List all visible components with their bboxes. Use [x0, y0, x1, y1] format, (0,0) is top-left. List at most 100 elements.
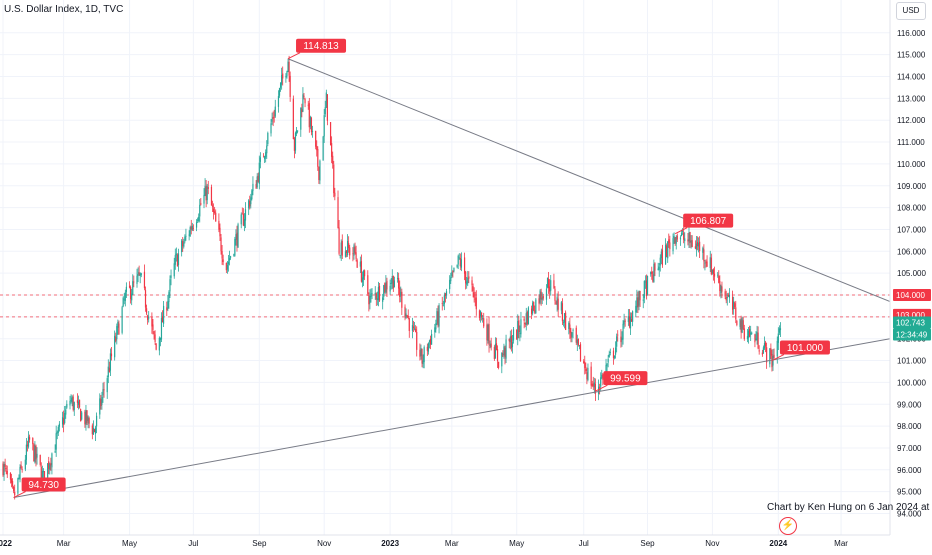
candle-body [555, 302, 557, 304]
trendline-lower[interactable] [13, 338, 891, 499]
candle-body [182, 241, 184, 247]
candle-body [25, 444, 27, 460]
y-tick-label: 100.000 [897, 378, 926, 387]
candle-body [572, 329, 574, 331]
candle-body [9, 473, 12, 480]
x-tick-label: Jul [188, 539, 198, 548]
candle-body [703, 249, 705, 262]
candle-body [48, 461, 50, 469]
candle-body [650, 272, 652, 275]
candle-body [340, 242, 342, 255]
candle-body [110, 353, 113, 357]
candle-body [587, 368, 589, 381]
price-label-box[interactable] [296, 38, 347, 53]
label-pointer [771, 354, 785, 361]
candle-body [428, 340, 431, 343]
candle-body [271, 119, 273, 122]
candle-body [396, 278, 399, 279]
candle-body [28, 437, 31, 440]
x-tick-label: May [509, 539, 524, 548]
y-tick-label: 113.000 [897, 94, 926, 103]
y-tick-label: 109.000 [897, 182, 926, 191]
candle-body [674, 237, 676, 244]
candle-body [460, 259, 462, 268]
candle-body [309, 116, 311, 127]
candle-body [121, 307, 123, 333]
candle-body [628, 316, 631, 327]
candle-body [554, 288, 556, 301]
candle-body [520, 319, 522, 335]
candle-body [392, 275, 394, 289]
y-tick-label: 112.000 [897, 116, 926, 125]
candle-body [704, 262, 706, 264]
price-label-box[interactable] [21, 477, 66, 492]
candle-body [297, 130, 299, 132]
candle-body [80, 409, 82, 422]
candle-body [181, 240, 183, 253]
candle-body [161, 316, 164, 323]
candle-body [776, 340, 778, 357]
candle-body [244, 209, 247, 221]
horizontal-levels [0, 294, 890, 318]
candle-body [724, 291, 726, 297]
candle-body [251, 190, 253, 200]
candle-body [189, 227, 191, 237]
candle-body [367, 275, 369, 294]
candle-body [535, 299, 537, 314]
candle-body [69, 400, 71, 406]
y-tick-label: 107.000 [897, 225, 926, 234]
candle-body [437, 311, 439, 326]
price-label-box[interactable] [603, 371, 648, 386]
candle-body [109, 353, 112, 371]
currency-selector[interactable]: USD [896, 2, 926, 20]
candle-body [512, 329, 515, 341]
y-tick-label: 94.000 [897, 510, 922, 519]
candle-body [764, 342, 767, 347]
price-label-box[interactable] [683, 213, 734, 228]
candle-body [17, 478, 19, 494]
candle-body [408, 318, 410, 331]
candle-body [553, 280, 555, 288]
candle-body [114, 335, 116, 358]
candle-body [20, 465, 22, 469]
candle-body [85, 410, 87, 425]
candle-body [81, 412, 83, 420]
candle-body [561, 303, 564, 322]
candle-body [590, 366, 592, 386]
candle-body [538, 298, 540, 304]
candle-body [242, 213, 244, 226]
candle-body [220, 237, 222, 252]
candle-body [642, 299, 644, 301]
candle-body [353, 245, 355, 256]
candle-body [319, 160, 321, 181]
candle-body [338, 227, 340, 254]
candle-body [659, 257, 661, 266]
candle-body [584, 361, 586, 369]
candle-body [622, 323, 624, 340]
candle-body [323, 115, 325, 137]
candle-body [228, 258, 231, 261]
candle-body [236, 232, 238, 246]
candle-body [24, 459, 26, 470]
candle-body [11, 481, 14, 487]
candle-body [533, 301, 535, 311]
candle-body [188, 234, 190, 236]
chart-credit: Chart by Ken Hung on 6 Jan 2024 at [767, 502, 930, 513]
price-label-box[interactable] [779, 340, 830, 355]
candle-body [43, 471, 46, 483]
candle-body [369, 296, 371, 303]
candle-body [303, 95, 305, 97]
candle-body [645, 280, 648, 297]
trendline-upper[interactable] [287, 58, 891, 303]
candle-body [76, 400, 79, 403]
candle-body [718, 276, 720, 283]
candle-body [384, 283, 386, 292]
candle-body [630, 319, 633, 322]
candle-body [138, 272, 140, 275]
candle-body [140, 273, 142, 276]
price-label-text: 114.813 [303, 41, 339, 52]
axis-badge-level [893, 289, 931, 301]
candle-body [676, 235, 678, 240]
candle-body [429, 338, 432, 345]
